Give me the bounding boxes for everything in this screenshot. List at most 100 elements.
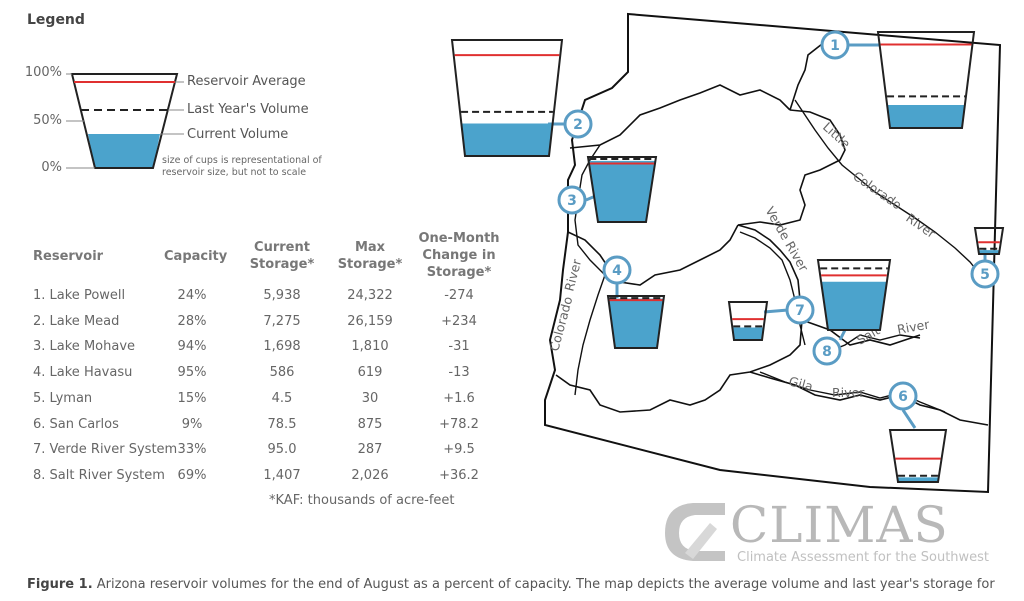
badge-number: 3	[567, 193, 577, 209]
row-change: -13	[448, 365, 470, 381]
header-reservoir: Reservoir	[33, 249, 104, 264]
cup-water	[588, 160, 656, 222]
legend-note: size of cups is representational of rese…	[162, 155, 342, 179]
legend-cup-water	[88, 134, 160, 168]
row-capacity: 9%	[181, 416, 203, 432]
badge-circle	[602, 255, 632, 285]
reservoir-badge-8: 8	[812, 336, 842, 366]
reservoir-cup-3	[586, 156, 658, 223]
row-current: 4.5	[271, 390, 293, 406]
colorado-river-west	[574, 144, 606, 396]
cup-water	[608, 298, 664, 348]
reservoir-badge-1: 1	[820, 30, 850, 60]
badge-leaders	[548, 43, 987, 429]
legend-pct-0: 0%	[41, 160, 62, 175]
reservoir-cup-5	[973, 227, 1005, 255]
row-change: -274	[444, 288, 474, 303]
row-change: -31	[448, 339, 470, 355]
row-current: 586	[269, 365, 295, 381]
river-label-river-gila: River	[832, 385, 865, 400]
header-change-line3: Storage*	[426, 265, 492, 280]
row-name: 3. Lake Mohave	[33, 339, 136, 355]
figure-caption: Figure 1. Arizona reservoir volumes for …	[27, 577, 995, 592]
badge-circle	[888, 381, 918, 411]
row-capacity: 28%	[177, 313, 207, 329]
climas-logo-mark	[665, 503, 725, 561]
reservoir-badge-7: 7	[785, 295, 815, 325]
reservoir-badge-2: 2	[563, 109, 593, 139]
legend-last-year-label: Last Year's Volume	[187, 102, 309, 117]
cup-outline	[973, 227, 1005, 255]
badge-circle	[557, 185, 587, 215]
row-current: 1,698	[263, 339, 301, 355]
row-max: 619	[357, 365, 383, 381]
row-name: 7. Verde River System	[33, 442, 178, 458]
header-current-line2: Storage*	[249, 257, 315, 272]
badge-number: 7	[795, 303, 805, 319]
row-name: 8. Salt River System	[33, 467, 165, 483]
cup-outline	[606, 295, 666, 349]
row-capacity: 94%	[177, 339, 207, 355]
reservoir-cup-1	[876, 31, 976, 129]
cup-water	[821, 281, 887, 330]
climas-subtitle: Climate Assessment for the Southwest	[737, 550, 990, 565]
row-max: 2,026	[351, 467, 389, 483]
reservoir-cup-8	[816, 259, 892, 331]
row-max: 30	[361, 390, 379, 406]
arizona-outline	[544, 12, 1002, 494]
cup-outline	[876, 31, 976, 129]
reservoir-badge-3: 3	[557, 185, 587, 215]
legend-title: Legend	[27, 12, 85, 28]
header-max-line2: Storage*	[337, 257, 403, 272]
row-current: 7,275	[263, 313, 301, 329]
reservoir-cup-4	[606, 295, 666, 349]
row-max: 875	[357, 416, 383, 432]
badge-circle	[563, 109, 593, 139]
caption-text: Arizona reservoir volumes for the end of…	[92, 577, 995, 592]
row-current: 95.0	[267, 442, 297, 458]
row-max: 26,159	[347, 313, 393, 329]
row-capacity: 69%	[177, 467, 207, 483]
header-current-line1: Current	[254, 240, 310, 255]
cup-water	[461, 123, 553, 156]
row-capacity: 15%	[177, 390, 207, 406]
badge-number: 4	[612, 263, 622, 279]
cup-outline	[586, 156, 658, 223]
header-change-line2: Change in	[422, 248, 496, 263]
cup-outline	[816, 259, 892, 331]
row-capacity: 95%	[177, 365, 207, 381]
badge-circle	[812, 336, 842, 366]
cup-outline	[450, 39, 564, 157]
caption-label: Figure 1.	[27, 577, 93, 592]
cup-outline	[888, 429, 948, 483]
row-current: 5,938	[263, 288, 301, 303]
row-name: 6. San Carlos	[33, 416, 119, 432]
reservoir-badge-6: 6	[888, 381, 918, 411]
row-name: 1. Lake Powell	[33, 288, 126, 303]
legend-current-label: Current Volume	[187, 127, 289, 142]
legend-note-line2: reservoir size, but not to scale	[162, 167, 307, 178]
map-badges: 1 2 3 4 5 6 7 8	[557, 30, 1000, 411]
row-change: +36.2	[439, 467, 479, 483]
row-name: 5. Lyman	[33, 390, 93, 406]
legend-cup	[66, 73, 184, 169]
header-change-line1: One-Month	[418, 231, 500, 246]
reservoir-badge-4: 4	[602, 255, 632, 285]
badge-circle	[970, 259, 1000, 289]
badge-circle	[820, 30, 850, 60]
header-change: One-Month Change in Storage*	[411, 230, 507, 281]
row-change: +78.2	[439, 416, 479, 432]
legend-pct-50: 50%	[33, 113, 62, 128]
row-current: 78.5	[267, 416, 297, 432]
header-capacity: Capacity	[164, 249, 228, 264]
badge-number: 8	[822, 344, 832, 360]
row-change: +9.5	[443, 442, 475, 458]
row-max: 1,810	[351, 339, 389, 355]
row-capacity: 24%	[177, 288, 207, 303]
reservoir-badge-5: 5	[970, 259, 1000, 289]
climas-logo: CLIMAS	[730, 496, 949, 554]
row-max: 24,322	[347, 288, 393, 303]
row-name: 2. Lake Mead	[33, 313, 120, 329]
map-cups	[450, 31, 1005, 483]
